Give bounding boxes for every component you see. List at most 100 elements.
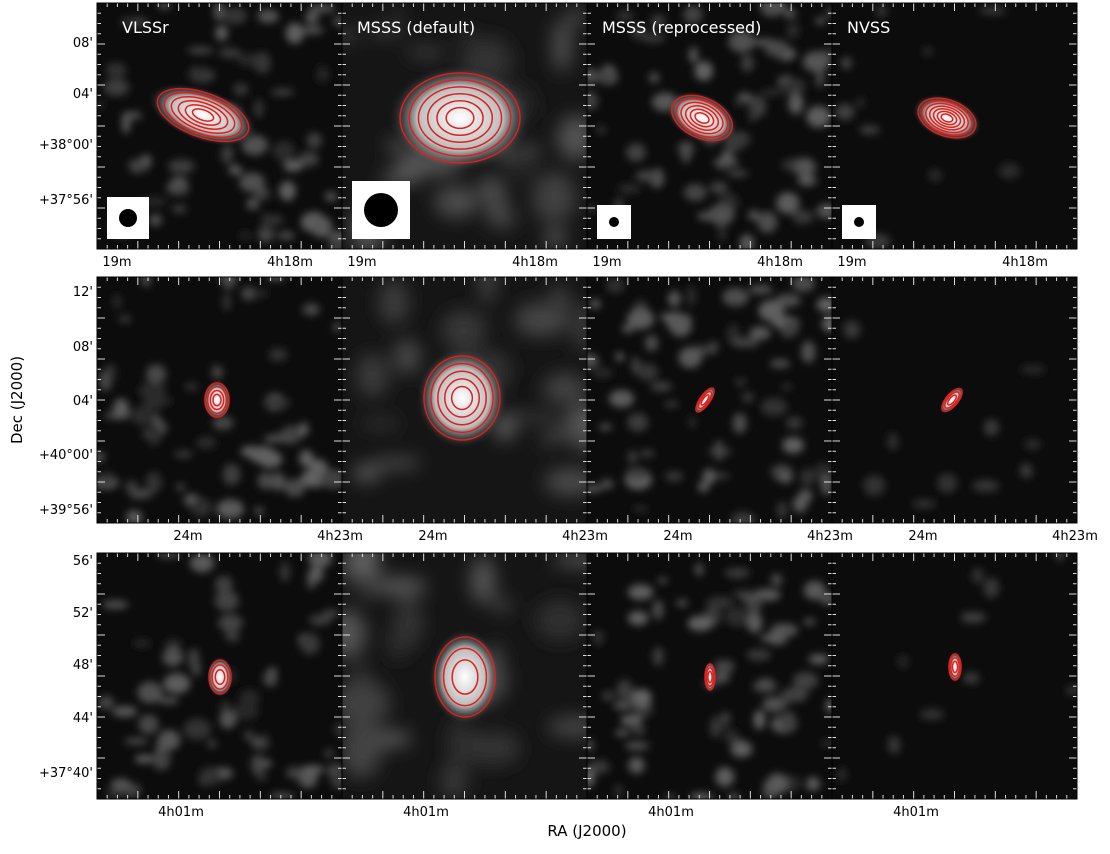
beam [364,193,398,227]
noise-blob [803,580,826,600]
noise-blob [164,639,183,649]
panel-title: MSSS (default) [357,18,475,37]
noise-blob [608,390,635,408]
noise-blob [97,99,104,110]
noise-blob [770,573,783,587]
noise-blob [121,113,131,134]
noise-blob [859,125,880,134]
noise-blob [259,734,270,750]
noise [97,277,342,523]
noise-blob [745,599,762,614]
noise-blob [332,15,342,28]
noise-blob [251,289,269,298]
noise-blob [815,69,825,88]
noise-blob [683,183,707,202]
contour [442,647,488,707]
contour [949,656,961,678]
noise-blob [112,293,122,310]
noise-blob [785,416,803,430]
contour [204,382,230,418]
noise-blob [365,28,405,36]
noise-blob [766,773,788,795]
noise-blob [626,308,655,330]
noise-blob [349,553,379,578]
contour [209,389,225,411]
noise-blob [747,612,763,633]
x-tick-label: 4h01m [648,805,694,820]
noise-blob [132,639,151,648]
noise-blob [394,338,421,374]
noise-blob [722,287,749,307]
contour [430,362,494,434]
noise-blob [131,406,154,426]
noise-blob [270,88,295,96]
noise-blob [794,157,816,178]
noise-blob [215,25,228,41]
noise-blob [124,738,149,745]
noise-blob [152,749,171,771]
noise-blob [962,672,980,684]
noise-blob [805,777,821,791]
source-glow [206,656,234,698]
noise-blob [998,163,1021,179]
noise-blob [392,11,403,22]
noise-blob [664,794,677,799]
noise-blob [342,678,390,729]
noise-blob [163,673,191,694]
noise-blob [640,450,655,457]
contour [426,93,494,143]
noise-blob [781,383,793,391]
noise-blob [256,774,268,781]
noise-blob [386,625,411,660]
noise-blob [222,292,232,311]
noise-blob [257,9,279,23]
contour [408,79,512,157]
noise [835,3,1021,249]
source-glow [694,385,716,415]
noise-blob [196,436,217,450]
noise-blob [835,103,855,121]
noise-blob [806,105,831,128]
noise-blob [741,392,755,403]
noise-blob [836,767,847,782]
noise-blob [676,599,688,607]
noise-blob [502,208,517,230]
noise-blob [713,659,735,674]
noise-blob [222,463,241,486]
x-tick-label: 4h01m [893,805,939,820]
noise-blob [269,792,295,799]
noise-blob [216,499,245,519]
noise-blob [125,19,136,27]
x-tick-label: 4h23m [1052,529,1098,544]
noise-blob [147,424,162,446]
noise-blob [587,353,599,368]
noise-blob [791,277,815,292]
noise-blob [983,577,1000,598]
contour [170,95,236,135]
contour [941,387,963,413]
noise-blob [749,326,771,340]
noise-blob [732,139,750,146]
noise-blob [589,299,602,309]
panel-title: NVSS [847,18,890,37]
noise [587,562,832,799]
y-tick-label: 04' [73,394,93,409]
noise-blob [843,320,861,339]
noise-blob [110,778,131,791]
x-tick-label: 4h18m [512,255,558,270]
noise-blob [669,315,692,337]
panel: 24m 4h23m [341,276,608,544]
noise-blob [598,424,613,431]
panel: 4h01m [831,552,1078,820]
noise-blob [709,181,729,194]
noise-blob [157,697,179,704]
noise-blob [218,277,239,284]
noise-blob [630,24,646,41]
noise-blob [708,448,732,456]
noise-blob [897,654,909,669]
x-tick-label: 4h18m [1002,255,1048,270]
noise-blob [514,307,569,337]
noise-blob [587,485,602,493]
noise-blob [105,62,127,78]
